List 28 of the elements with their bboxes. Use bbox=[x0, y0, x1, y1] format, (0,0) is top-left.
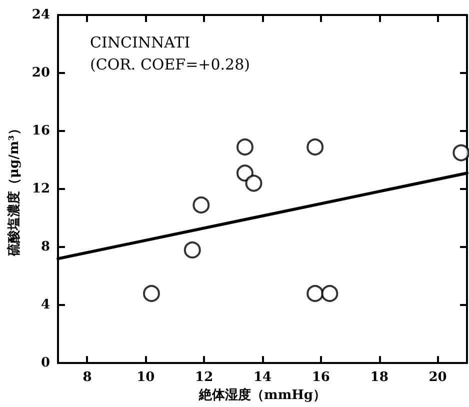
x-tick-label: 8 bbox=[82, 370, 92, 386]
x-tick-label: 18 bbox=[370, 370, 388, 386]
point bbox=[245, 174, 262, 192]
point bbox=[192, 196, 210, 214]
point bbox=[306, 284, 324, 302]
point bbox=[306, 138, 324, 156]
point bbox=[236, 164, 254, 182]
x-tick-label: 12 bbox=[195, 370, 214, 386]
y-tick-label: 0 bbox=[40, 356, 50, 371]
annotation: (COR. COEF=+0.28) bbox=[90, 56, 250, 74]
point bbox=[452, 144, 469, 162]
x-tick-label: 16 bbox=[312, 370, 330, 386]
y-axis-title: 硫酸塩濃度（μg/m³） bbox=[6, 122, 22, 257]
point bbox=[184, 241, 201, 258]
point bbox=[236, 138, 254, 156]
y-tick-label: 4 bbox=[40, 298, 50, 313]
y-tick-label: 20 bbox=[32, 66, 50, 81]
x-axis-title: 絶体湿度（mmHg） bbox=[198, 387, 326, 403]
x-tick-label: 14 bbox=[253, 370, 272, 386]
y-tick-label: 8 bbox=[40, 240, 50, 255]
y-tick-label: 12 bbox=[32, 182, 50, 197]
y-tick-label: 24 bbox=[32, 8, 50, 22]
x-tick-label: 20 bbox=[428, 370, 447, 386]
annotation: CINCINNATI bbox=[90, 34, 190, 52]
point bbox=[321, 284, 338, 302]
x-tick-label: 10 bbox=[136, 370, 155, 386]
y-tick-label: 16 bbox=[32, 124, 50, 139]
point bbox=[142, 284, 160, 302]
